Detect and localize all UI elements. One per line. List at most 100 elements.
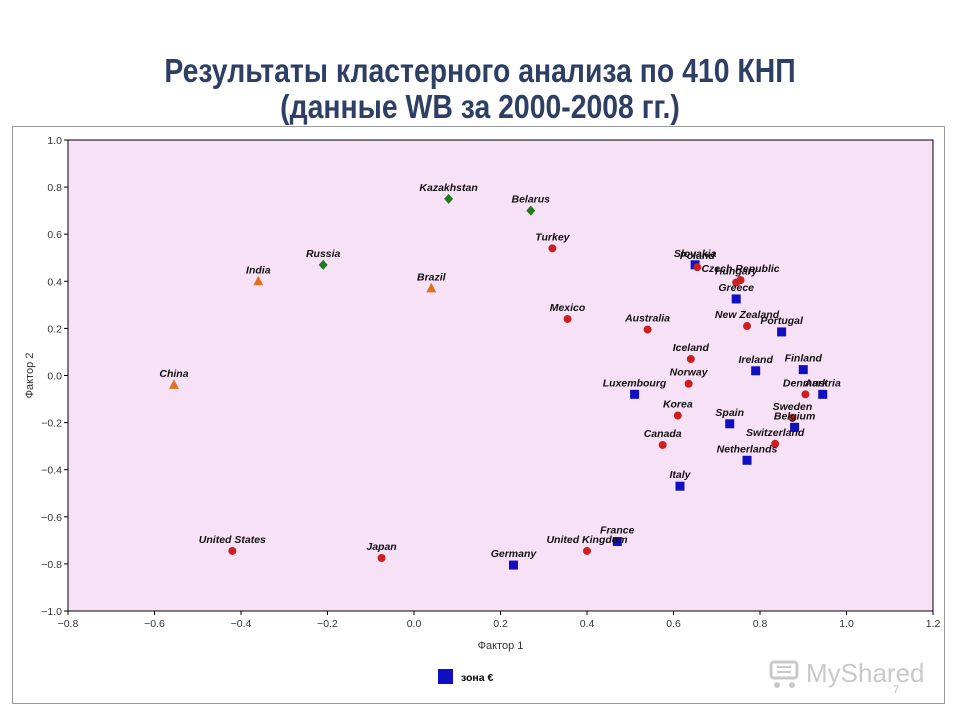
y-tick-label: −0.4 <box>41 465 62 477</box>
x-axis-label: Фактор 1 <box>478 640 524 652</box>
point-circle <box>228 546 237 555</box>
point-circle <box>693 263 702 272</box>
x-tick-label: 0.2 <box>493 618 508 630</box>
point-circle <box>563 314 572 323</box>
y-tick-label: 1.0 <box>47 135 62 147</box>
y-tick-label: −0.6 <box>41 512 62 524</box>
point-label: Brazil <box>417 271 447 283</box>
y-tick-label: −0.2 <box>41 418 62 430</box>
point-label: United Kingdom <box>546 534 627 546</box>
x-tick-label: 0.6 <box>666 618 681 630</box>
point-diamond <box>318 259 328 270</box>
point-square <box>790 422 800 432</box>
point-circle <box>801 390 810 399</box>
point-square <box>798 365 808 375</box>
point-label: Portugal <box>760 315 804 327</box>
point-label: China <box>159 368 188 380</box>
point-label: Belgium <box>774 410 815 422</box>
point-square <box>508 560 518 570</box>
x-tick-label: −0.4 <box>231 618 252 630</box>
point-label: Germany <box>491 548 538 560</box>
point-circle <box>643 325 652 334</box>
point-triangle <box>168 379 179 389</box>
x-tick-label: 0.0 <box>407 618 422 630</box>
point-circle <box>658 440 667 449</box>
point-circle <box>583 546 591 555</box>
point-circle <box>548 244 557 253</box>
point-label: Denmark <box>783 377 829 389</box>
point-label: Turkey <box>535 231 570 243</box>
plot-area <box>67 139 934 612</box>
point-label: Korea <box>663 399 693 411</box>
page-number: 7 <box>893 684 900 696</box>
point-circle <box>684 379 693 388</box>
point-square <box>612 537 622 547</box>
point-square <box>818 389 828 399</box>
point-label: Switzerland <box>746 427 805 439</box>
point-label: Poland <box>680 250 716 262</box>
point-circle <box>788 413 797 422</box>
point-square <box>751 366 761 376</box>
x-tick-label: 1.0 <box>839 618 854 630</box>
x-tick-label: −0.6 <box>144 618 165 630</box>
x-tick-label: −0.8 <box>58 618 79 630</box>
point-label: United States <box>199 534 266 546</box>
point-label: Netherlands <box>717 443 778 455</box>
legend-label: зона € <box>461 672 493 684</box>
point-label: Spain <box>715 407 744 419</box>
point-square <box>731 294 741 304</box>
point-diamond <box>526 205 536 216</box>
point-label: Japan <box>366 541 396 553</box>
point-square <box>675 481 685 491</box>
watermark-logo: MyShared <box>806 658 925 688</box>
point-label: Mexico <box>550 302 586 314</box>
point-square <box>777 327 787 337</box>
point-label: Hungary <box>715 265 759 277</box>
point-label: Russia <box>306 248 341 260</box>
slide-title-line1: Результаты кластерного анализа по 410 КН… <box>164 52 796 89</box>
point-label: Slovakia <box>674 248 717 260</box>
point-circle <box>686 355 695 364</box>
legend-swatch <box>438 669 453 684</box>
y-tick-label: −1.0 <box>41 606 62 618</box>
point-circle <box>732 278 741 287</box>
point-label: Austria <box>804 377 841 389</box>
point-circle <box>673 411 682 420</box>
x-tick-label: 0.4 <box>580 618 595 630</box>
point-label: New Zealand <box>715 309 780 321</box>
y-tick-label: 0.2 <box>47 323 62 335</box>
x-tick-label: 1.2 <box>926 618 941 630</box>
y-tick-label: 0.8 <box>47 182 62 194</box>
point-square <box>742 455 752 465</box>
point-label: Kazakhstan <box>419 182 477 194</box>
point-label: Greece <box>718 282 754 294</box>
point-square <box>630 389 640 399</box>
point-label: Ireland <box>738 354 773 366</box>
point-label: Canada <box>644 428 682 440</box>
point-label: Finland <box>785 353 823 365</box>
point-label: Luxembourg <box>603 377 667 389</box>
point-triangle <box>426 282 437 293</box>
y-tick-label: 0.6 <box>47 229 62 241</box>
point-label: India <box>246 264 271 276</box>
slide-title-line2: (данные WB за 2000-2008 гг.) <box>280 88 680 125</box>
shopping-cart-icon <box>769 660 799 688</box>
point-triangle <box>253 275 264 286</box>
point-square <box>725 419 735 429</box>
point-label: Norway <box>670 367 709 379</box>
y-axis-label: Фактор 2 <box>24 353 36 399</box>
y-tick-label: 0.4 <box>47 276 62 288</box>
point-label: Czech Republic <box>701 263 779 275</box>
point-label: France <box>600 525 635 537</box>
y-tick-label: −0.8 <box>41 559 62 571</box>
point-label: Italy <box>669 469 691 481</box>
point-circle <box>771 439 780 448</box>
point-label: Sweden <box>773 401 813 413</box>
point-label: Belarus <box>512 194 551 206</box>
x-tick-label: 0.8 <box>753 618 768 630</box>
point-label: Australia <box>624 313 670 325</box>
x-tick-label: −0.2 <box>317 618 338 630</box>
point-label: Iceland <box>673 342 710 354</box>
point-circle <box>377 554 386 563</box>
